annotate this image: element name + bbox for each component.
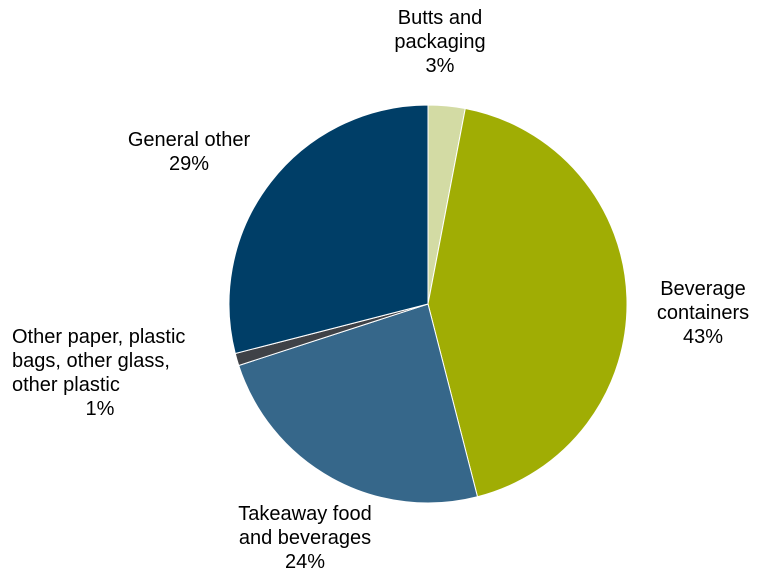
slice-label-line: Other paper, plastic (12, 326, 186, 348)
slice-label-butts-and-packaging: Butts and packaging 3% (394, 6, 485, 78)
slice-label-line: other plastic (12, 374, 120, 396)
pie-slice-general-other (228, 104, 429, 355)
slice-label-line: Beverage (660, 278, 746, 300)
slice-label-line: bags, other glass, (12, 350, 170, 372)
slice-percent: 3% (425, 55, 455, 77)
slice-label-other-paper-plastic-glass: Other paper, plastic bags, other glass, … (12, 325, 188, 421)
slice-label-line: containers (656, 302, 750, 324)
pie-slice-beverage (427, 107, 628, 498)
pie-slice-takeaway-food (238, 303, 479, 504)
slice-label-line: packaging (394, 31, 486, 53)
slice-percent: 1% (85, 398, 115, 420)
slice-percent: 43% (682, 326, 724, 348)
slice-percent: 24% (284, 551, 326, 573)
slice-label-takeaway-food: Takeaway food and beverages 24% (238, 502, 371, 574)
slice-percent: 29% (168, 153, 210, 175)
slice-label-beverage-containers: Beverage containers 43% (657, 277, 749, 349)
pie-slices (228, 104, 628, 504)
slice-label-general-other: General other 29% (128, 128, 250, 176)
slice-label-line: Takeaway food (238, 503, 372, 525)
slice-label-line: General other (127, 129, 251, 151)
slice-label-line: Butts and (397, 7, 483, 29)
slice-label-line: and beverages (238, 527, 372, 549)
